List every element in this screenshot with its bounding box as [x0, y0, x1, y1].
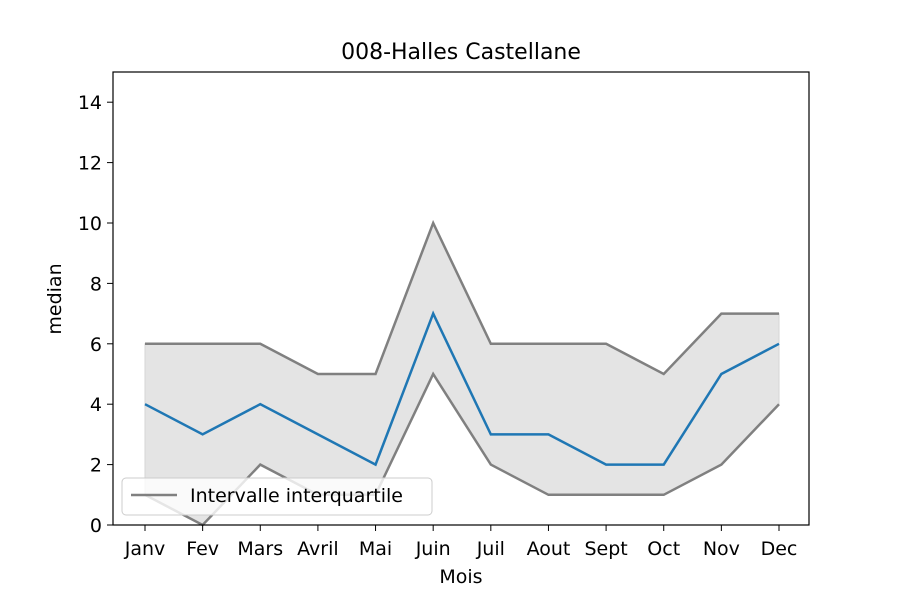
x-tick-label: Mars [237, 538, 283, 560]
y-tick-label: 10 [78, 213, 102, 235]
x-tick-label: Juin [415, 538, 451, 560]
median-line [144, 310, 780, 467]
chart-title: 008-Halles Castellane [341, 40, 581, 65]
y-tick-label: 0 [90, 515, 102, 537]
y-tick-label: 12 [78, 153, 102, 175]
series-layer [144, 219, 780, 527]
y-tick-label: 2 [90, 455, 102, 477]
x-tick-label: Sept [584, 538, 627, 560]
y-axis-label: median [44, 263, 66, 334]
x-tick-label: Juil [476, 538, 505, 560]
y-tick-label: 6 [90, 334, 102, 356]
y-axis: 0 2 4 6 8 10 12 14 [78, 92, 113, 537]
legend-label: Intervalle interquartile [190, 485, 403, 507]
x-tick-label: Fev [186, 538, 219, 560]
q3-line [145, 219, 779, 376]
legend: Intervalle interquartile [121, 477, 433, 516]
y-tick-label: 4 [90, 394, 102, 416]
x-tick-label: Mai [359, 538, 392, 560]
x-axis-label: Mois [439, 566, 482, 588]
x-axis: Janv Fev Mars Avril Mai Juin Juil Aout Sept Oct No… [124, 525, 798, 560]
plot-frame [112, 71, 810, 526]
legend-box [121, 477, 433, 516]
y-tick-label: 8 [90, 273, 102, 295]
q1-line [144, 371, 780, 527]
x-tick-label: Avril [297, 538, 339, 560]
x-tick-label: Dec [761, 538, 798, 560]
x-tick-label: Janv [124, 538, 166, 560]
x-tick-label: Nov [703, 538, 740, 560]
x-tick-label: Aout [527, 538, 571, 560]
y-tick-label: 14 [78, 92, 102, 114]
x-tick-label: Oct [647, 538, 680, 560]
